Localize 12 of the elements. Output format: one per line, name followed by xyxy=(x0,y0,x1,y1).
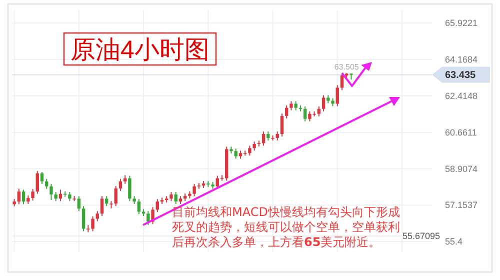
annotation: 63.505 xyxy=(334,62,360,72)
y-tick-label: 64.1684 xyxy=(445,54,478,64)
text: 原油4小时图 xyxy=(70,36,210,64)
ref-line-label: 63.435 xyxy=(445,70,476,82)
annotation: 目前均线和MACD快慢线均有勾头向下形成死叉的趋势，短线可以做个空单，空单获利后再次杀入多单，上方看65美元附近。 xyxy=(172,205,400,250)
y-tick-label: 55.4 xyxy=(445,236,463,247)
y-tick-label: 65.9221 xyxy=(445,18,478,28)
y-tick-label: 60.6611 xyxy=(445,127,477,138)
y-tick-label: 58.9074 xyxy=(445,164,478,174)
y-tick-label: 57.1537 xyxy=(445,200,478,210)
ref-line-label: 55.67095 xyxy=(402,230,440,241)
y-tick-label: 62.4148 xyxy=(445,90,478,101)
